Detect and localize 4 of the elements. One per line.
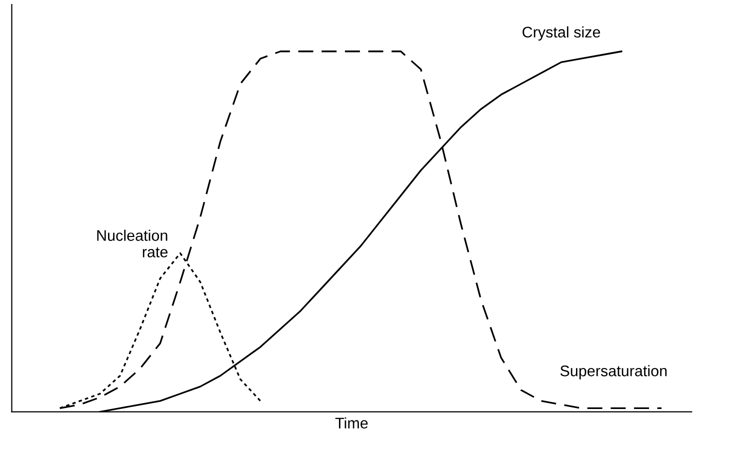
series-label: Nucleation rate: [97, 230, 168, 258]
series-label: Crystal size: [522, 26, 600, 41]
x-axis-title: Time: [335, 417, 368, 429]
series-label: Supersaturation: [560, 365, 667, 380]
